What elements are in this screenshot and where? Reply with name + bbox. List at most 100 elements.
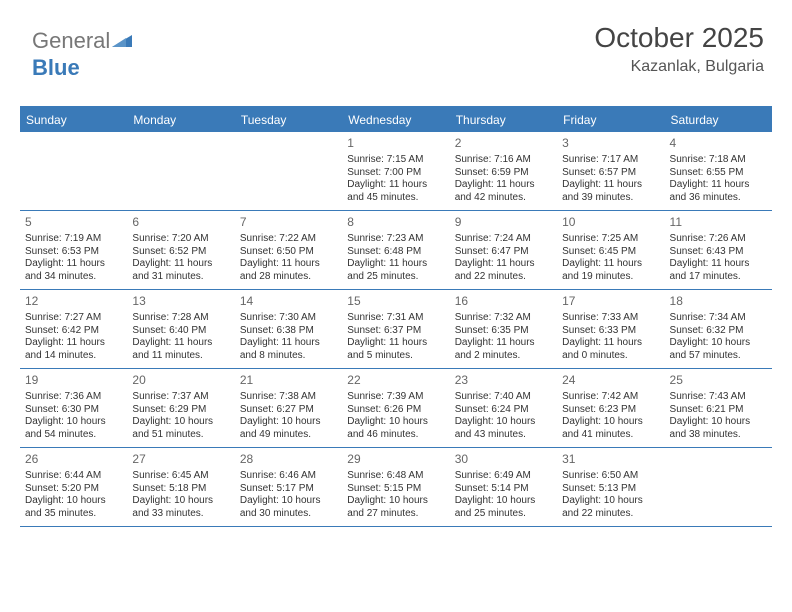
daylight-line1: Daylight: 10 hours bbox=[25, 416, 122, 429]
daylight-line1: Daylight: 10 hours bbox=[132, 495, 229, 508]
calendar-day-cell: 30Sunrise: 6:49 AMSunset: 5:14 PMDayligh… bbox=[450, 448, 557, 526]
calendar-empty-cell bbox=[665, 448, 772, 526]
dayname-fri: Friday bbox=[557, 108, 664, 132]
sunset-text: Sunset: 6:47 PM bbox=[455, 246, 552, 259]
month-title: October 2025 bbox=[594, 22, 764, 54]
day-number: 7 bbox=[240, 215, 337, 230]
daylight-line1: Daylight: 11 hours bbox=[25, 258, 122, 271]
daylight-line1: Daylight: 11 hours bbox=[455, 179, 552, 192]
daylight-line1: Daylight: 11 hours bbox=[347, 258, 444, 271]
daylight-line1: Daylight: 11 hours bbox=[240, 258, 337, 271]
daylight-line2: and 54 minutes. bbox=[25, 429, 122, 442]
calendar-day-cell: 27Sunrise: 6:45 AMSunset: 5:18 PMDayligh… bbox=[127, 448, 234, 526]
sunrise-text: Sunrise: 7:17 AM bbox=[562, 154, 659, 167]
daylight-line1: Daylight: 11 hours bbox=[562, 179, 659, 192]
sunset-text: Sunset: 6:53 PM bbox=[25, 246, 122, 259]
sunset-text: Sunset: 6:24 PM bbox=[455, 404, 552, 417]
day-number: 16 bbox=[455, 294, 552, 309]
sunrise-text: Sunrise: 6:44 AM bbox=[25, 470, 122, 483]
sunrise-text: Sunrise: 7:26 AM bbox=[670, 233, 767, 246]
sunrise-text: Sunrise: 7:36 AM bbox=[25, 391, 122, 404]
sunrise-text: Sunrise: 7:40 AM bbox=[455, 391, 552, 404]
calendar-day-cell: 15Sunrise: 7:31 AMSunset: 6:37 PMDayligh… bbox=[342, 290, 449, 368]
sunset-text: Sunset: 6:55 PM bbox=[670, 167, 767, 180]
daylight-line2: and 8 minutes. bbox=[240, 350, 337, 363]
daylight-line2: and 49 minutes. bbox=[240, 429, 337, 442]
day-number: 1 bbox=[347, 136, 444, 151]
daylight-line1: Daylight: 10 hours bbox=[347, 495, 444, 508]
day-number: 6 bbox=[132, 215, 229, 230]
daylight-line2: and 25 minutes. bbox=[347, 271, 444, 284]
calendar-day-cell: 26Sunrise: 6:44 AMSunset: 5:20 PMDayligh… bbox=[20, 448, 127, 526]
sunrise-text: Sunrise: 7:15 AM bbox=[347, 154, 444, 167]
dayname-mon: Monday bbox=[127, 108, 234, 132]
sunset-text: Sunset: 6:38 PM bbox=[240, 325, 337, 338]
dayname-tue: Tuesday bbox=[235, 108, 342, 132]
day-number: 23 bbox=[455, 373, 552, 388]
sunrise-text: Sunrise: 7:43 AM bbox=[670, 391, 767, 404]
daylight-line2: and 2 minutes. bbox=[455, 350, 552, 363]
daylight-line1: Daylight: 10 hours bbox=[455, 416, 552, 429]
calendar-header-row: Sunday Monday Tuesday Wednesday Thursday… bbox=[20, 108, 772, 132]
daylight-line1: Daylight: 11 hours bbox=[132, 258, 229, 271]
sunrise-text: Sunrise: 7:20 AM bbox=[132, 233, 229, 246]
daylight-line2: and 41 minutes. bbox=[562, 429, 659, 442]
brand-part2: Blue bbox=[32, 55, 80, 80]
calendar-week-row: 1Sunrise: 7:15 AMSunset: 7:00 PMDaylight… bbox=[20, 132, 772, 211]
daylight-line1: Daylight: 10 hours bbox=[240, 416, 337, 429]
day-number: 9 bbox=[455, 215, 552, 230]
calendar-week-row: 12Sunrise: 7:27 AMSunset: 6:42 PMDayligh… bbox=[20, 290, 772, 369]
calendar-day-cell: 5Sunrise: 7:19 AMSunset: 6:53 PMDaylight… bbox=[20, 211, 127, 289]
day-number: 24 bbox=[562, 373, 659, 388]
sunrise-text: Sunrise: 7:23 AM bbox=[347, 233, 444, 246]
calendar-week-row: 19Sunrise: 7:36 AMSunset: 6:30 PMDayligh… bbox=[20, 369, 772, 448]
day-number: 30 bbox=[455, 452, 552, 467]
daylight-line1: Daylight: 11 hours bbox=[240, 337, 337, 350]
daylight-line1: Daylight: 10 hours bbox=[562, 495, 659, 508]
sunset-text: Sunset: 6:59 PM bbox=[455, 167, 552, 180]
calendar-day-cell: 9Sunrise: 7:24 AMSunset: 6:47 PMDaylight… bbox=[450, 211, 557, 289]
brand-part1: General bbox=[32, 28, 110, 53]
calendar-day-cell: 16Sunrise: 7:32 AMSunset: 6:35 PMDayligh… bbox=[450, 290, 557, 368]
calendar-day-cell: 28Sunrise: 6:46 AMSunset: 5:17 PMDayligh… bbox=[235, 448, 342, 526]
sunrise-text: Sunrise: 7:34 AM bbox=[670, 312, 767, 325]
sunrise-text: Sunrise: 7:38 AM bbox=[240, 391, 337, 404]
daylight-line2: and 25 minutes. bbox=[455, 508, 552, 521]
dayname-thu: Thursday bbox=[450, 108, 557, 132]
sunset-text: Sunset: 6:33 PM bbox=[562, 325, 659, 338]
day-number: 2 bbox=[455, 136, 552, 151]
daylight-line2: and 51 minutes. bbox=[132, 429, 229, 442]
daylight-line2: and 45 minutes. bbox=[347, 192, 444, 205]
sunset-text: Sunset: 6:42 PM bbox=[25, 325, 122, 338]
daylight-line2: and 30 minutes. bbox=[240, 508, 337, 521]
dayname-wed: Wednesday bbox=[342, 108, 449, 132]
sunset-text: Sunset: 6:26 PM bbox=[347, 404, 444, 417]
daylight-line2: and 57 minutes. bbox=[670, 350, 767, 363]
sunrise-text: Sunrise: 6:49 AM bbox=[455, 470, 552, 483]
daylight-line2: and 34 minutes. bbox=[25, 271, 122, 284]
daylight-line1: Daylight: 11 hours bbox=[562, 258, 659, 271]
daylight-line1: Daylight: 10 hours bbox=[240, 495, 337, 508]
calendar-week-row: 26Sunrise: 6:44 AMSunset: 5:20 PMDayligh… bbox=[20, 448, 772, 527]
daylight-line1: Daylight: 10 hours bbox=[132, 416, 229, 429]
calendar-day-cell: 22Sunrise: 7:39 AMSunset: 6:26 PMDayligh… bbox=[342, 369, 449, 447]
daylight-line2: and 38 minutes. bbox=[670, 429, 767, 442]
daylight-line1: Daylight: 10 hours bbox=[455, 495, 552, 508]
sunset-text: Sunset: 5:15 PM bbox=[347, 483, 444, 496]
calendar-day-cell: 13Sunrise: 7:28 AMSunset: 6:40 PMDayligh… bbox=[127, 290, 234, 368]
calendar-day-cell: 23 Sunrise: 7:40 AMSunset: 6:24 PMDayligh… bbox=[450, 369, 557, 447]
calendar-day-cell: 20Sunrise: 7:37 AMSunset: 6:29 PMDayligh… bbox=[127, 369, 234, 447]
sunrise-text: Sunrise: 7:25 AM bbox=[562, 233, 659, 246]
brand-logo: General Blue bbox=[32, 28, 132, 81]
day-number: 4 bbox=[670, 136, 767, 151]
sunset-text: Sunset: 6:40 PM bbox=[132, 325, 229, 338]
sunset-text: Sunset: 6:43 PM bbox=[670, 246, 767, 259]
calendar-day-cell: 6Sunrise: 7:20 AMSunset: 6:52 PMDaylight… bbox=[127, 211, 234, 289]
sunset-text: Sunset: 6:50 PM bbox=[240, 246, 337, 259]
sunrise-text: Sunrise: 7:22 AM bbox=[240, 233, 337, 246]
calendar-day-cell: 17Sunrise: 7:33 AMSunset: 6:33 PMDayligh… bbox=[557, 290, 664, 368]
daylight-line2: and 43 minutes. bbox=[455, 429, 552, 442]
day-number: 12 bbox=[25, 294, 122, 309]
daylight-line1: Daylight: 11 hours bbox=[347, 337, 444, 350]
sunset-text: Sunset: 6:45 PM bbox=[562, 246, 659, 259]
